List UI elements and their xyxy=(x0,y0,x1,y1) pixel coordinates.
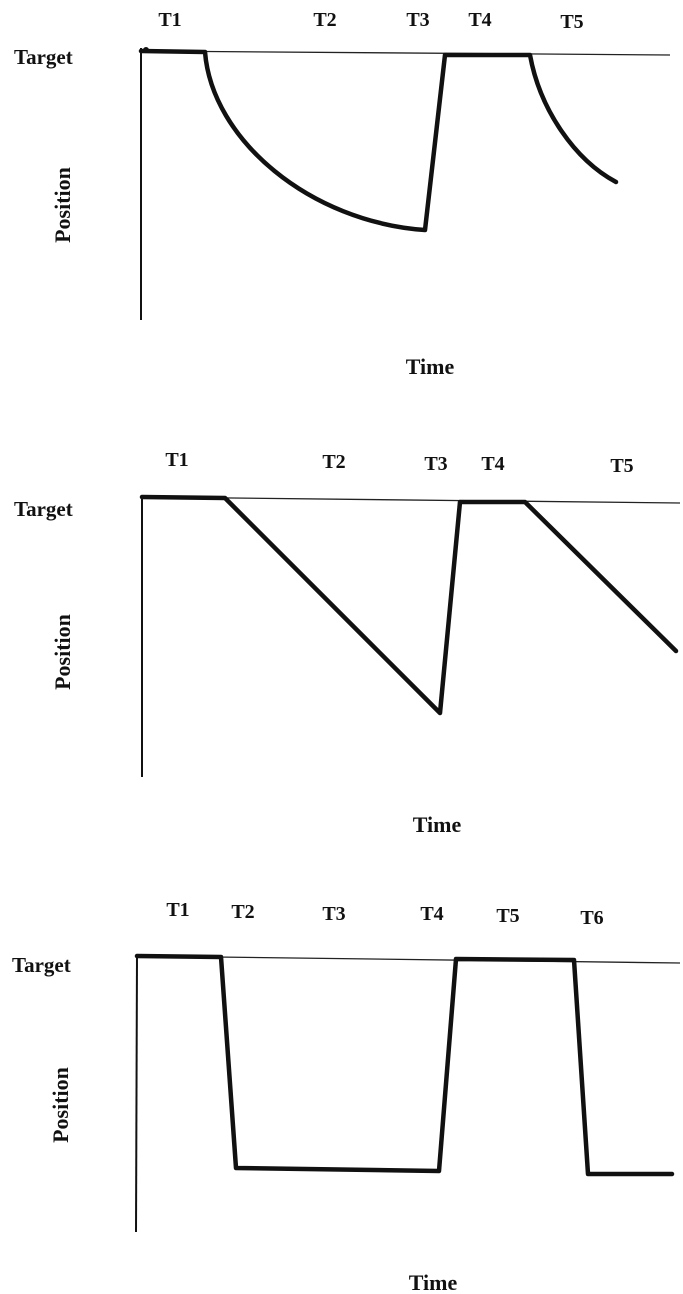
phase-label-t5: T5 xyxy=(560,11,583,33)
position-trace xyxy=(134,953,675,1177)
y-axis-label: Position xyxy=(48,1067,73,1143)
phase-label-t3: T3 xyxy=(322,903,345,925)
y-axis-label: Position xyxy=(50,167,75,243)
target-reference-line xyxy=(140,50,671,56)
phase-label-t2: T2 xyxy=(231,901,254,923)
phase-label-t4: T4 xyxy=(481,453,504,475)
y-axis-label: Position xyxy=(50,614,75,690)
panel-step: T1 T2 T3 T4 T5 T6 Target Position Time xyxy=(12,899,681,1294)
target-label: Target xyxy=(12,953,71,977)
target-reference-line xyxy=(141,496,681,504)
position-trace xyxy=(138,48,619,233)
phase-label-t5: T5 xyxy=(610,455,633,477)
phase-label-t1: T1 xyxy=(166,899,189,921)
x-axis-label: Time xyxy=(413,812,462,837)
panel-curved: T1 T2 T3 T4 T5 Target Position Time xyxy=(14,9,671,379)
target-reference-line xyxy=(136,955,681,964)
y-axis-line xyxy=(135,954,138,1233)
target-label: Target xyxy=(14,497,73,521)
phase-label-t3: T3 xyxy=(406,9,429,31)
target-label: Target xyxy=(14,45,73,69)
phase-label-t4: T4 xyxy=(468,9,491,31)
x-axis-label: Time xyxy=(406,354,455,379)
phase-label-t1: T1 xyxy=(158,9,181,31)
panel-linear: T1 T2 T3 T4 T5 Target Position Time xyxy=(14,449,681,837)
phase-label-t5: T5 xyxy=(496,905,519,927)
phase-label-t3: T3 xyxy=(424,453,447,475)
x-axis-label: Time xyxy=(409,1270,458,1294)
phase-label-t2: T2 xyxy=(322,451,345,473)
phase-label-t2: T2 xyxy=(313,9,336,31)
position-trace xyxy=(139,494,679,716)
phase-label-t6: T6 xyxy=(580,907,603,929)
phase-label-t1: T1 xyxy=(165,449,188,471)
phase-label-t4: T4 xyxy=(420,903,443,925)
